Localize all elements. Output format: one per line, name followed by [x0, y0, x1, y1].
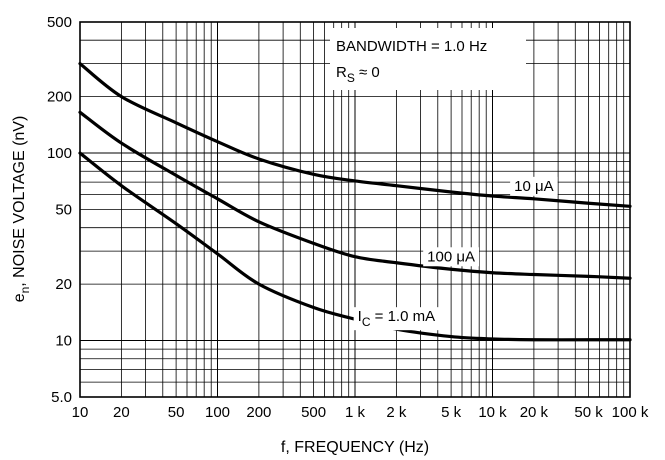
- series-label-main: I: [358, 308, 362, 325]
- series-label-3: IC = 1.0 mA: [358, 308, 435, 329]
- series-line-1: [78, 62, 632, 208]
- x-tick-label: 100: [205, 404, 230, 421]
- x-tick-label: 1 k: [345, 404, 366, 421]
- annotation-s-subscript: S: [347, 71, 355, 85]
- x-tick-label: 200: [246, 404, 271, 421]
- y-tick-labels: 5.0 10 20 50 100 200 500: [47, 14, 72, 406]
- y-tick-label: 100: [47, 145, 72, 162]
- x-tick-label: 500: [301, 404, 326, 421]
- x-tick-label: 50: [168, 404, 185, 421]
- x-tick-labels: 10 20 50 100 200 500 1 k 2 k 5 k 10 k 20 k 50 k 100 …: [72, 404, 649, 421]
- x-tick-label: 10 k: [478, 404, 507, 421]
- x-tick-label: 10: [72, 404, 89, 421]
- y-tick-label: 10: [55, 333, 72, 350]
- y-tick-label: 500: [47, 14, 72, 31]
- x-tick-label: 2 k: [386, 404, 407, 421]
- y-tick-label: 200: [47, 89, 72, 106]
- series-label-background: [423, 247, 480, 267]
- y-tick-label: 5.0: [51, 389, 72, 406]
- y-tick-label: 50: [55, 202, 72, 219]
- annotation-r: R: [336, 64, 347, 81]
- series-label-main: 100 μA: [427, 248, 475, 265]
- y-tick-label: 20: [55, 276, 72, 293]
- series-labels: 10 μA 100 μA IC = 1.0 mA: [353, 176, 558, 331]
- x-tick-label: 20 k: [520, 404, 549, 421]
- series-label-background: [510, 176, 558, 196]
- series-label-rest: = 1.0 mA: [371, 308, 436, 325]
- y-axis-e: e: [11, 293, 28, 302]
- y-axis-n-subscript: n: [18, 287, 32, 294]
- annotation-bandwidth: BANDWIDTH = 1.0 Hz: [336, 38, 487, 55]
- series-label-2: 100 μA: [427, 248, 475, 265]
- y-axis-rest: , NOISE VOLTAGE (nV): [11, 116, 28, 287]
- x-tick-label: 100 k: [612, 404, 649, 421]
- x-tick-label: 5 k: [441, 404, 462, 421]
- x-axis-title: f, FREQUENCY (Hz): [281, 439, 429, 456]
- plot-frame: [79, 21, 631, 398]
- x-tick-label: 20: [113, 404, 130, 421]
- annotation-box: [330, 28, 526, 90]
- series-line-2: [78, 110, 632, 280]
- series-label-subscript: C: [362, 315, 371, 329]
- annotation-approx: ≈ 0: [355, 64, 380, 81]
- series-label-background: [353, 307, 440, 331]
- annotation-source-resistance: RS ≈ 0: [336, 64, 380, 85]
- x-tick-label: 50 k: [574, 404, 603, 421]
- series-label-main: 10 μA: [514, 178, 554, 195]
- series-label-1: 10 μA: [514, 178, 554, 195]
- y-axis-title: en, NOISE VOLTAGE (nV): [11, 116, 32, 303]
